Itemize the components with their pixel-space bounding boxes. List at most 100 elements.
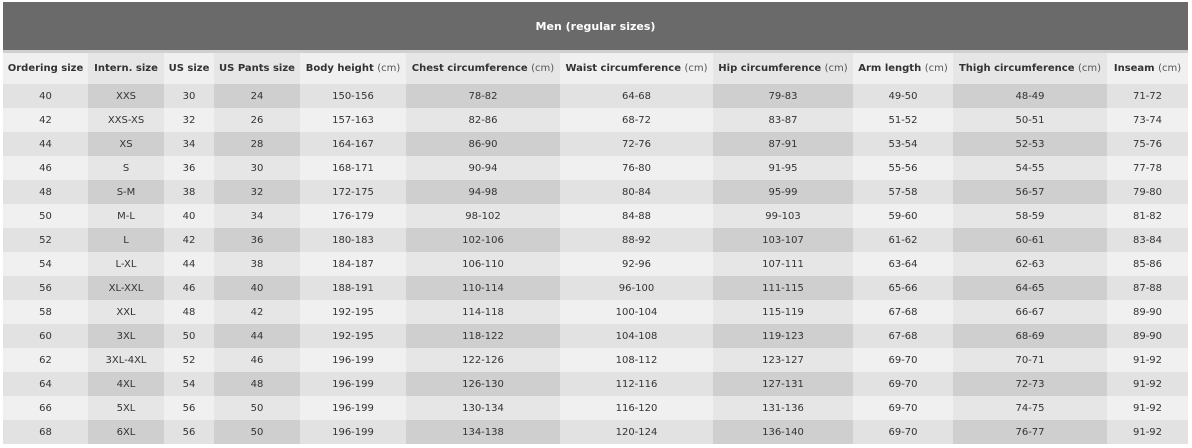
table-cell: 52-53 [953, 132, 1107, 156]
table-cell: XXL [88, 300, 164, 324]
table-title: Men (regular sizes) [3, 2, 1188, 50]
table-cell: 26 [214, 108, 300, 132]
table-cell: 168-171 [300, 156, 406, 180]
table-cell: 86-90 [406, 132, 560, 156]
table-cell: 36 [214, 228, 300, 252]
table-cell: 66-67 [953, 300, 1107, 324]
table-cell: 180-183 [300, 228, 406, 252]
table-cell: 6XL [88, 420, 164, 444]
table-cell: 94-98 [406, 180, 560, 204]
column-header: Ordering size [3, 53, 88, 84]
table-cell: 61-62 [853, 228, 953, 252]
table-cell: 98-102 [406, 204, 560, 228]
table-cell: 34 [214, 204, 300, 228]
column-unit: (cm) [684, 63, 708, 74]
table-cell: 84-88 [560, 204, 713, 228]
table-cell: 122-126 [406, 348, 560, 372]
table-cell: 67-68 [853, 300, 953, 324]
table-cell: 36 [164, 156, 214, 180]
column-label: Arm length [858, 63, 922, 74]
column-label: Intern. size [94, 63, 158, 74]
table-cell: 136-140 [713, 420, 853, 444]
table-cell: 103-107 [713, 228, 853, 252]
table-cell: 72-76 [560, 132, 713, 156]
table-cell: 102-106 [406, 228, 560, 252]
table-cell: 73-74 [1107, 108, 1188, 132]
table-cell: 44 [164, 252, 214, 276]
column-label: Thigh circumference [958, 63, 1075, 74]
table-cell: 192-195 [300, 324, 406, 348]
table-cell: 76-80 [560, 156, 713, 180]
size-table: Ordering size Intern. size US size US Pants… [3, 53, 1188, 444]
table-cell: 115-119 [713, 300, 853, 324]
table-row: 64 4XL 54 48 196-199 126-130 112-116 127-131 69-… [3, 372, 1188, 396]
table-cell: 51-52 [853, 108, 953, 132]
table-cell: 92-96 [560, 252, 713, 276]
table-cell: 64 [3, 372, 88, 396]
table-row: 66 5XL 56 50 196-199 130-134 116-120 131-136 69-… [3, 396, 1188, 420]
table-cell: 91-92 [1107, 420, 1188, 444]
table-cell: 40 [164, 204, 214, 228]
table-cell: 56 [3, 276, 88, 300]
table-cell: 130-134 [406, 396, 560, 420]
table-cell: 172-175 [300, 180, 406, 204]
table-cell: 55-56 [853, 156, 953, 180]
table-cell: 50 [214, 396, 300, 420]
table-cell: 60-61 [953, 228, 1107, 252]
table-cell: 79-80 [1107, 180, 1188, 204]
table-cell: 64-65 [953, 276, 1107, 300]
table-cell: 78-82 [406, 84, 560, 108]
table-cell: 48 [164, 300, 214, 324]
table-cell: 58 [3, 300, 88, 324]
table-cell: 24 [214, 84, 300, 108]
table-cell: 57-58 [853, 180, 953, 204]
table-cell: 111-115 [713, 276, 853, 300]
table-cell: 69-70 [853, 396, 953, 420]
table-cell: 30 [164, 84, 214, 108]
table-cell: 118-122 [406, 324, 560, 348]
table-cell: 44 [3, 132, 88, 156]
table-cell: 100-104 [560, 300, 713, 324]
table-cell: 196-199 [300, 348, 406, 372]
column-label: Waist circumference [565, 63, 681, 74]
table-row: 42 XXS-XS 32 26 157-163 82-86 68-72 83-87 51-52 5… [3, 108, 1188, 132]
table-cell: S-M [88, 180, 164, 204]
column-unit: (cm) [1158, 63, 1182, 74]
table-cell: 50-51 [953, 108, 1107, 132]
table-cell: 120-124 [560, 420, 713, 444]
table-cell: 89-90 [1107, 324, 1188, 348]
table-cell: 68 [3, 420, 88, 444]
table-cell: 68-69 [953, 324, 1107, 348]
table-cell: 89-90 [1107, 300, 1188, 324]
table-cell: 104-108 [560, 324, 713, 348]
table-row: 50 M-L 40 34 176-179 98-102 84-88 99-103 59-60 58… [3, 204, 1188, 228]
table-cell: 87-88 [1107, 276, 1188, 300]
column-header: Inseam (cm) [1107, 53, 1188, 84]
table-row: 46 S 36 30 168-171 90-94 76-80 91-95 55-56 54-55 7… [3, 156, 1188, 180]
table-cell: 114-118 [406, 300, 560, 324]
table-cell: 54 [3, 252, 88, 276]
column-header: Hip circumference (cm) [713, 53, 853, 84]
table-cell: 46 [164, 276, 214, 300]
table-cell: 81-82 [1107, 204, 1188, 228]
column-label: Body height [305, 63, 374, 74]
table-cell: 108-112 [560, 348, 713, 372]
table-cell: 62 [3, 348, 88, 372]
table-cell: 44 [214, 324, 300, 348]
table-cell: 48 [214, 372, 300, 396]
column-header: Intern. size [88, 53, 164, 84]
table-cell: 184-187 [300, 252, 406, 276]
table-cell: 50 [214, 420, 300, 444]
table-row: 68 6XL 56 50 196-199 134-138 120-124 136-140 69-… [3, 420, 1188, 444]
table-cell: 63-64 [853, 252, 953, 276]
table-cell: 83-87 [713, 108, 853, 132]
table-cell: L-XL [88, 252, 164, 276]
column-label: Inseam [1113, 63, 1155, 74]
table-row: 54 L-XL 44 38 184-187 106-110 92-96 107-111 63-6… [3, 252, 1188, 276]
table-cell: 107-111 [713, 252, 853, 276]
table-cell: 76-77 [953, 420, 1107, 444]
table-row: 62 3XL-4XL 52 46 196-199 122-126 108-112 123-12… [3, 348, 1188, 372]
column-header: US Pants size [214, 53, 300, 84]
table-cell: 56 [164, 420, 214, 444]
table-cell: 196-199 [300, 396, 406, 420]
